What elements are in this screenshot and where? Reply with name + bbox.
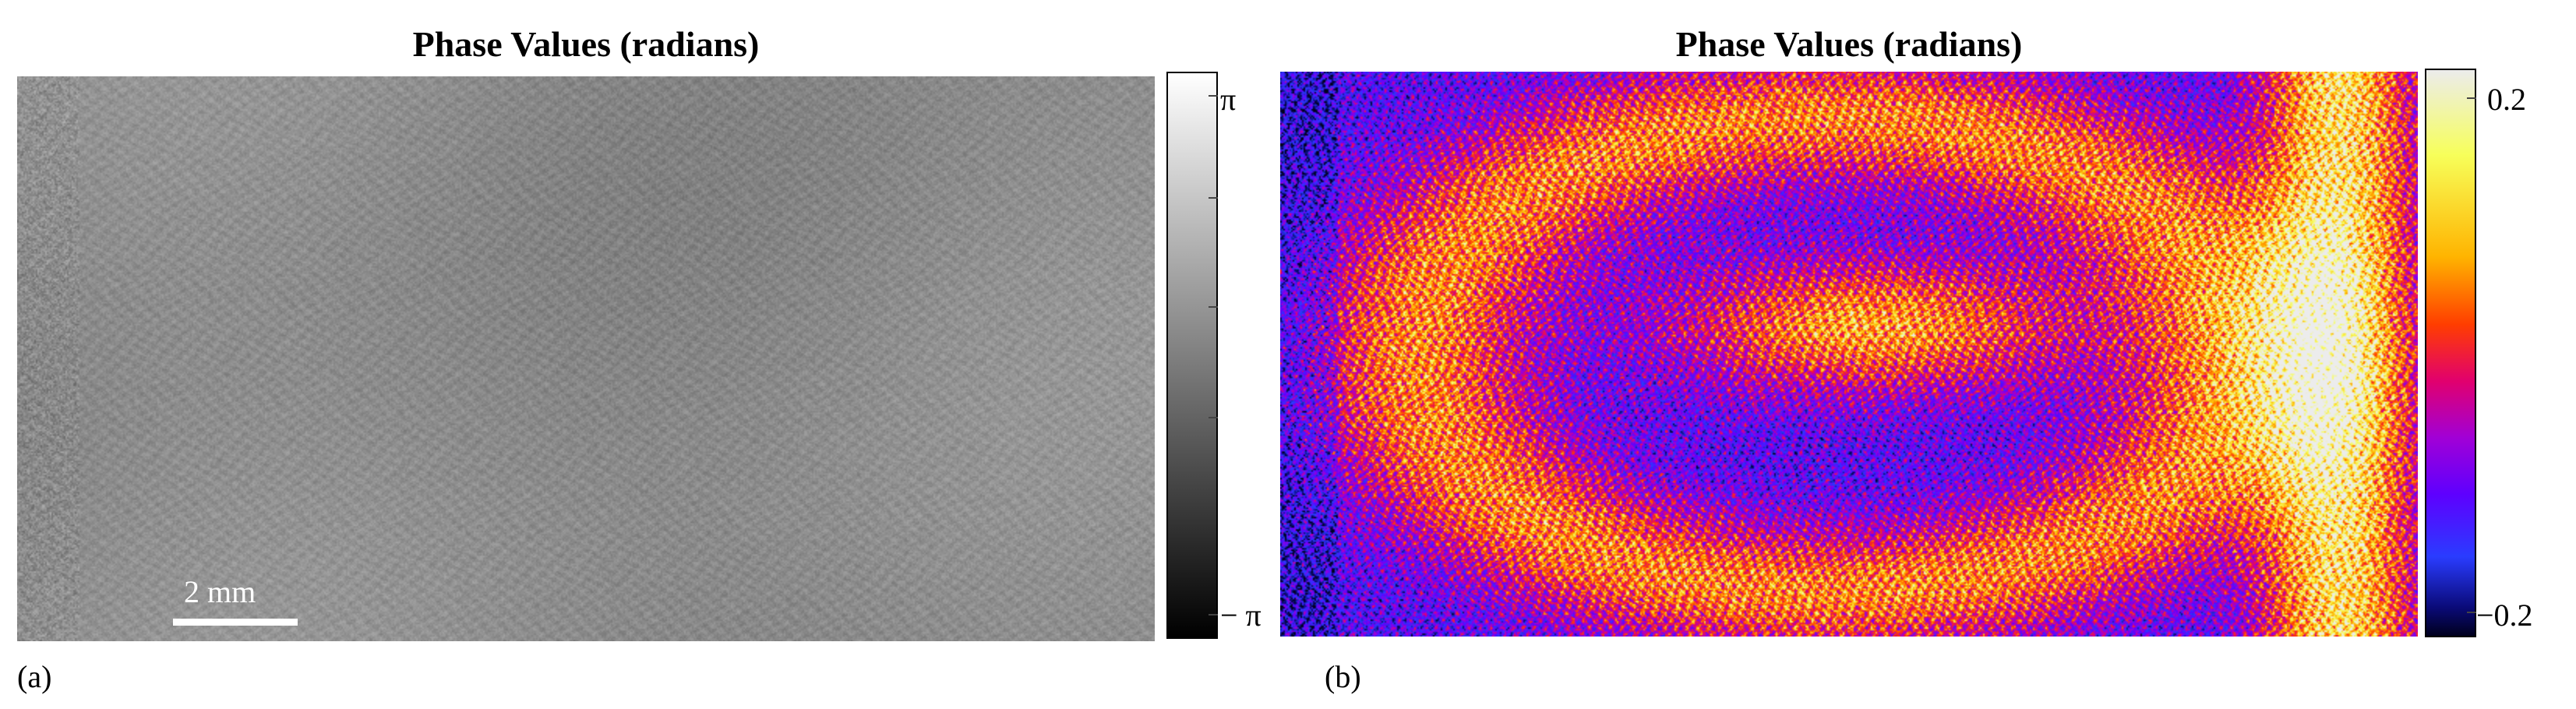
panel-b-colorbar-tick	[2467, 612, 2476, 613]
panel-b-colorbar-label-min: −0.2	[2476, 598, 2533, 633]
panel-a-colorbar-label-max: π	[1220, 82, 1237, 117]
panel-a-title: Phase Values (radians)	[412, 24, 760, 64]
panel-a-colorbar	[1166, 72, 1218, 639]
panel-b-title: Phase Values (radians)	[1675, 24, 2023, 64]
panel-b-colorbar-label-max: 0.2	[2487, 82, 2526, 117]
panel-b-phase-heatmap	[1280, 72, 2418, 637]
panel-a-colorbar-tick	[1209, 417, 1218, 418]
panel-a-label: (a)	[17, 659, 52, 694]
panel-a-colorbar-tick	[1209, 306, 1218, 308]
panel-b-label: (b)	[1325, 659, 1361, 694]
scale-bar-label: 2 mm	[184, 574, 256, 609]
panel-b-colorbar	[2425, 69, 2476, 637]
panel-a-colorbar-label-min: − π	[1220, 598, 1262, 633]
scale-bar	[173, 619, 298, 626]
panel-a-colorbar-tick	[1209, 95, 1218, 97]
panel-a-colorbar-tick	[1209, 197, 1218, 199]
panel-a-colorbar-tick	[1209, 614, 1218, 616]
panel-b-colorbar-tick	[2467, 97, 2476, 99]
panel-a-phase-heatmap	[17, 76, 1155, 641]
